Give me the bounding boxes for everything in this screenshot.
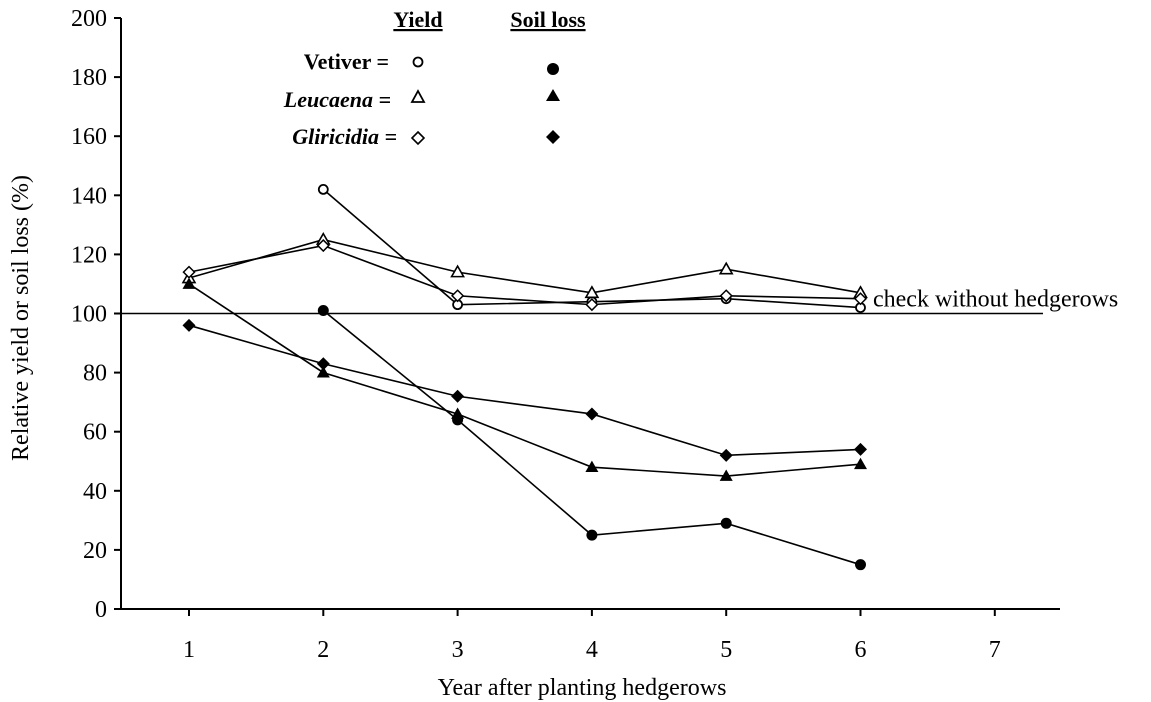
point-leucaena-soil-loss-3: [451, 407, 465, 419]
x-tick-label-5: 5: [720, 637, 732, 663]
point-gliricidia-soil-loss-4: [585, 407, 599, 421]
point-leucaena-yield-3: [450, 264, 465, 278]
reference-line-group: check without hedgerows: [121, 287, 1118, 315]
x-axis-title: Year after planting hedgerows: [438, 675, 727, 701]
x-tick-label-4: 4: [586, 637, 598, 663]
y-tick-label-160: 160: [71, 124, 107, 150]
series-line-vetiver-soil-loss: [322, 309, 861, 566]
y-tick-label-80: 80: [83, 361, 107, 387]
y-tick-label-140: 140: [71, 183, 107, 209]
y-axis-title: Relative yield or soil loss (%): [8, 175, 34, 461]
point-gliricidia-soil-loss-3: [451, 389, 465, 403]
point-gliricidia-soil-loss-2: [316, 357, 330, 371]
legend-marker-leucaena-yield: [410, 89, 426, 103]
point-gliricidia-yield-1: [182, 265, 196, 279]
x-tick-label-2: 2: [317, 637, 329, 663]
reference-line-label: check without hedgerows: [873, 287, 1118, 313]
legend-label-leucaena: Leucaena =: [283, 87, 391, 112]
point-vetiver-soil-loss-2: [317, 305, 329, 317]
y-tick-label-180: 180: [71, 65, 107, 91]
point-gliricidia-soil-loss-6: [854, 442, 867, 456]
series-vetiver-soil-loss: [317, 305, 866, 571]
point-leucaena-soil-loss-5: [719, 469, 733, 481]
point-gliricidia-yield-4: [585, 298, 599, 312]
y-tick-label-120: 120: [71, 242, 107, 268]
legend-label-vetiver: Vetiver =: [304, 49, 389, 74]
point-leucaena-soil-loss-1: [182, 277, 196, 289]
y-tick-label-200: 200: [71, 6, 107, 32]
legend-header-soil-loss: Soil loss: [510, 7, 586, 32]
point-leucaena-soil-loss-2: [316, 366, 330, 378]
series-leucaena-yield: [181, 232, 868, 299]
series-gliricidia-soil-loss: [182, 318, 867, 462]
point-vetiver-yield-2: [317, 183, 329, 195]
series-line-gliricidia-soil-loss: [188, 324, 861, 457]
x-tick-label-1: 1: [183, 637, 195, 663]
x-tick-label-3: 3: [452, 637, 464, 663]
y-tick-label-20: 20: [83, 538, 107, 564]
point-gliricidia-yield-3: [451, 289, 465, 303]
series-line-gliricidia-yield: [188, 244, 861, 306]
point-vetiver-soil-loss-5: [720, 517, 732, 529]
point-vetiver-soil-loss-6: [855, 559, 866, 571]
series-leucaena-soil-loss: [182, 277, 867, 481]
legend-header-yield: Yield: [393, 7, 442, 32]
legend-marker-gliricidia-soil-loss: [546, 130, 560, 144]
point-leucaena-soil-loss-6: [854, 457, 867, 470]
legend-marker-gliricidia-yield: [410, 130, 426, 146]
series-layer: [181, 183, 868, 571]
x-axis-ticks: 1 2 3 4 5 6 7: [183, 609, 1001, 663]
series-gliricidia-yield: [182, 238, 868, 312]
point-gliricidia-yield-2: [316, 238, 330, 253]
legend-marker-vetiver-yield: [412, 56, 424, 68]
point-leucaena-soil-loss-4: [585, 460, 599, 473]
y-axis-ticks: 0 20 40 60 80 100 120 140 160 180 200: [71, 6, 121, 623]
series-line-leucaena-yield: [188, 238, 861, 294]
y-tick-label-0: 0: [95, 597, 107, 623]
point-gliricidia-yield-6: [853, 292, 868, 306]
y-tick-label-60: 60: [83, 420, 107, 446]
point-leucaena-yield-4: [584, 285, 600, 299]
legend-marker-vetiver-soil-loss: [547, 63, 559, 75]
point-gliricidia-soil-loss-5: [719, 448, 733, 462]
x-tick-label-7: 7: [989, 637, 1001, 663]
y-tick-label-100: 100: [71, 302, 107, 328]
legend-marker-leucaena-soil-loss: [546, 89, 560, 101]
point-gliricidia-soil-loss-1: [182, 318, 196, 332]
legend: Yield Soil loss Vetiver = Leucaena = Gli…: [283, 7, 586, 149]
point-vetiver-soil-loss-4: [586, 529, 598, 541]
x-tick-label-6: 6: [855, 637, 867, 663]
y-tick-label-40: 40: [83, 479, 107, 505]
point-gliricidia-yield-5: [719, 289, 733, 303]
legend-label-gliricidia: Gliricidia =: [292, 124, 397, 149]
point-leucaena-yield-5: [718, 261, 734, 275]
